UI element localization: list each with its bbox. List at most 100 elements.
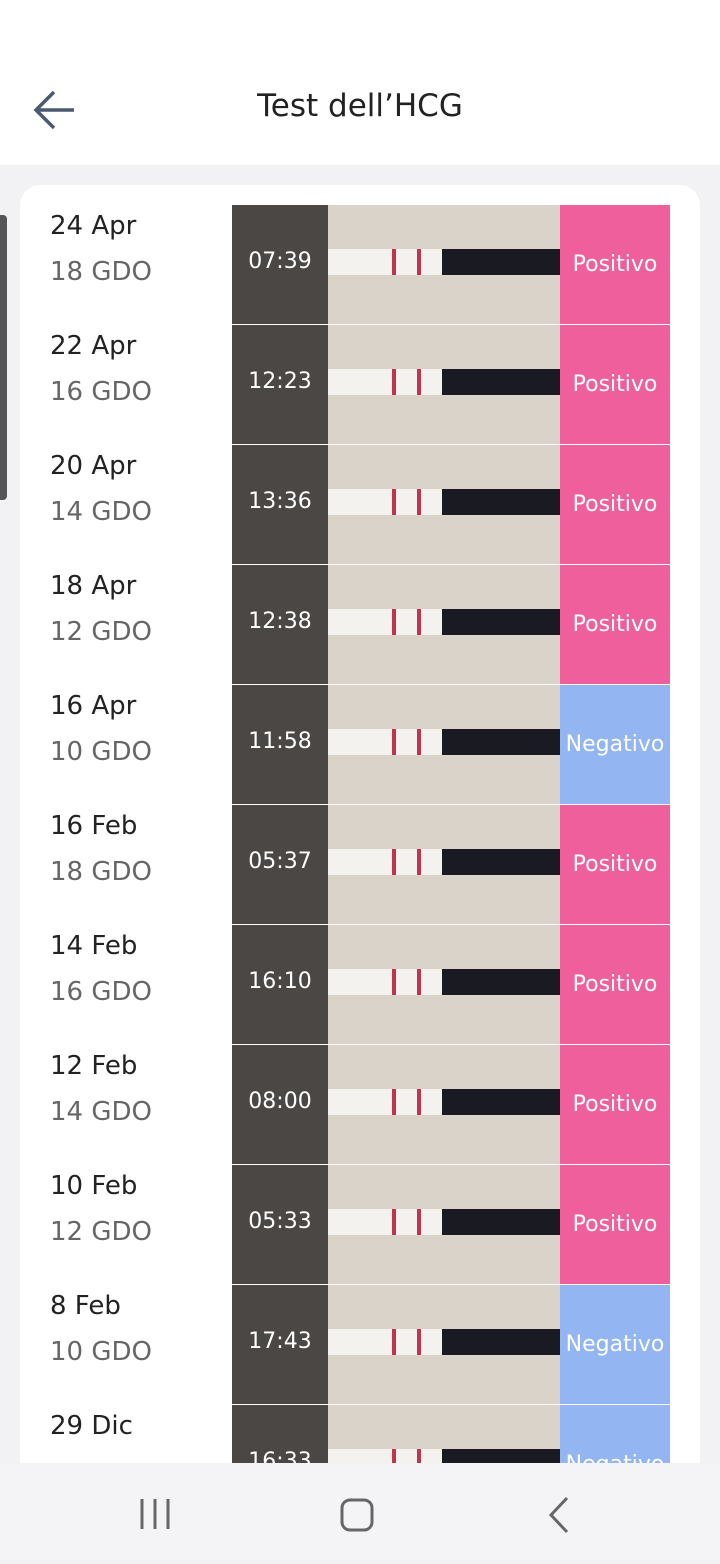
entry-date: 18 Apr	[50, 571, 137, 601]
test-strip	[292, 729, 560, 755]
entry-date: 8 Feb	[50, 1291, 121, 1321]
entry-row[interactable]: 20 Apr 14 GDO 13:36 Positivo	[0, 445, 720, 565]
back-button[interactable]	[30, 88, 80, 132]
entry-date: 16 Apr	[50, 691, 137, 721]
entry-result: Positivo	[560, 925, 670, 1044]
test-photo: 12:23	[232, 325, 560, 444]
strip-label	[442, 1209, 560, 1235]
home-button[interactable]	[340, 1498, 374, 1532]
entry-result: Positivo	[560, 805, 670, 924]
entry-result: Positivo	[560, 205, 670, 324]
strip-line	[417, 489, 421, 515]
strip-label	[442, 1089, 560, 1115]
strip-line	[392, 1329, 396, 1355]
test-photo: 13:36	[232, 445, 560, 564]
entry-day: 12 GDO	[50, 1217, 152, 1247]
entry-result: Negativo	[560, 1405, 670, 1463]
test-strip	[292, 489, 560, 515]
entry-time: 07:39	[248, 249, 312, 274]
entry-row[interactable]: 10 Feb 12 GDO 05:33 Positivo	[0, 1165, 720, 1285]
photo-shade	[232, 925, 328, 1044]
photo-shade	[232, 1165, 328, 1284]
entry-row[interactable]: 12 Feb 14 GDO 08:00 Positivo	[0, 1045, 720, 1165]
entry-day: 18 GDO	[50, 857, 152, 887]
photo-shade	[232, 685, 328, 804]
strip-label	[442, 1329, 560, 1355]
strip-line	[392, 1209, 396, 1235]
strip-line	[392, 969, 396, 995]
back-nav-button[interactable]	[548, 1496, 569, 1534]
entry-date: 24 Apr	[50, 211, 137, 241]
entry-result: Positivo	[560, 565, 670, 684]
entry-day: 10 GDO	[50, 737, 152, 767]
strip-line	[417, 249, 421, 275]
entry-day: 10 GDO	[50, 1337, 152, 1367]
entry-time: 12:23	[248, 369, 312, 394]
entry-day: 18 GDO	[50, 257, 152, 287]
entry-row[interactable]: 16 Apr 10 GDO 11:58 Negativo	[0, 685, 720, 805]
scroll-indicator	[0, 215, 7, 500]
entry-row[interactable]: 29 Dic 16:33 Negativo	[0, 1405, 720, 1463]
entry-row[interactable]: 18 Apr 12 GDO 12:38 Positivo	[0, 565, 720, 685]
test-photo: 12:38	[232, 565, 560, 684]
entry-time: 16:33	[248, 1449, 312, 1463]
photo-shade	[232, 325, 328, 444]
photo-shade	[232, 445, 328, 564]
photo-shade	[232, 1285, 328, 1404]
strip-line	[392, 729, 396, 755]
entry-date: 14 Feb	[50, 931, 138, 961]
strip-line	[392, 489, 396, 515]
entry-list: 24 Apr 18 GDO 07:39 Positivo 22 Apr 16 GDO 12:…	[0, 185, 720, 1463]
strip-label	[442, 729, 560, 755]
test-strip	[292, 969, 560, 995]
entry-day: 12 GDO	[50, 617, 152, 647]
test-strip	[292, 1089, 560, 1115]
entry-time: 13:36	[248, 489, 312, 514]
entry-date: 20 Apr	[50, 451, 137, 481]
strip-line	[392, 249, 396, 275]
entry-row[interactable]: 16 Feb 18 GDO 05:37 Positivo	[0, 805, 720, 925]
entry-date: 10 Feb	[50, 1171, 138, 1201]
app-bar: Test dell’HCG	[0, 0, 720, 165]
entry-row[interactable]: 24 Apr 18 GDO 07:39 Positivo	[0, 205, 720, 325]
test-photo: 16:10	[232, 925, 560, 1044]
test-strip	[292, 1449, 560, 1463]
strip-line	[392, 1449, 396, 1463]
test-strip	[292, 609, 560, 635]
entry-row[interactable]: 22 Apr 16 GDO 12:23 Positivo	[0, 325, 720, 445]
strip-label	[442, 1449, 560, 1463]
entry-day: 14 GDO	[50, 497, 152, 527]
entry-result: Negativo	[560, 685, 670, 804]
nav-bar	[0, 1463, 720, 1560]
entry-date: 16 Feb	[50, 811, 138, 841]
entry-result: Positivo	[560, 1165, 670, 1284]
strip-label	[442, 489, 560, 515]
test-photo: 08:00	[232, 1045, 560, 1164]
strip-line	[417, 369, 421, 395]
test-strip	[292, 1209, 560, 1235]
strip-line	[417, 1089, 421, 1115]
photo-shade	[232, 1045, 328, 1164]
strip-line	[392, 609, 396, 635]
entry-day: 14 GDO	[50, 1097, 152, 1127]
entry-row[interactable]: 8 Feb 10 GDO 17:43 Negativo	[0, 1285, 720, 1405]
test-photo: 05:37	[232, 805, 560, 924]
strip-line	[392, 369, 396, 395]
test-photo: 17:43	[232, 1285, 560, 1404]
test-photo: 07:39	[232, 205, 560, 324]
entry-time: 08:00	[248, 1089, 312, 1114]
entry-time: 16:10	[248, 969, 312, 994]
entry-result: Positivo	[560, 325, 670, 444]
strip-label	[442, 969, 560, 995]
strip-label	[442, 369, 560, 395]
recent-button[interactable]	[140, 1499, 170, 1529]
entry-day: 16 GDO	[50, 377, 152, 407]
test-strip	[292, 249, 560, 275]
strip-line	[392, 1089, 396, 1115]
test-photo: 16:33	[232, 1405, 560, 1463]
strip-line	[417, 729, 421, 755]
entry-row[interactable]: 14 Feb 16 GDO 16:10 Positivo	[0, 925, 720, 1045]
test-strip	[292, 1329, 560, 1355]
strip-line	[417, 1329, 421, 1355]
